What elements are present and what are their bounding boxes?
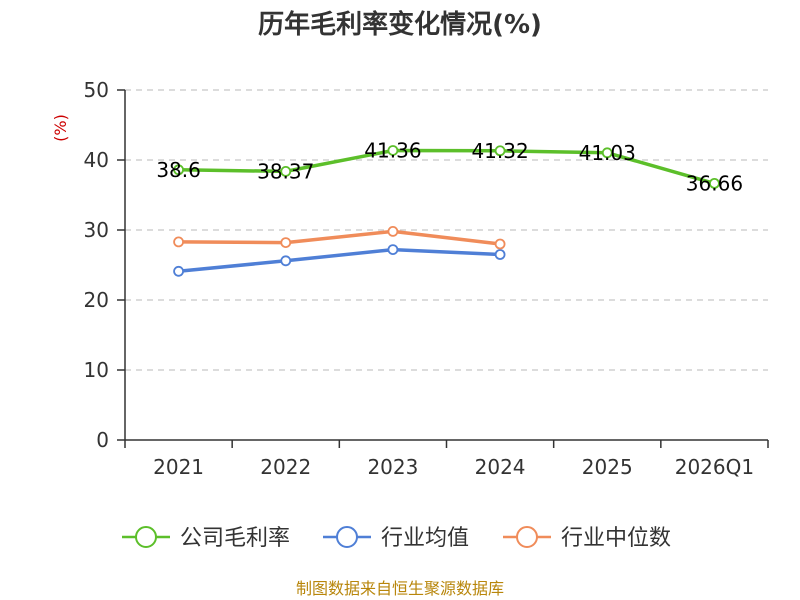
x-tick-label: 2025 bbox=[582, 455, 633, 479]
data-point bbox=[709, 177, 720, 189]
data-labels: 38.6 38.37 41.36 41.32 41.03 36.66 bbox=[156, 138, 743, 195]
data-point bbox=[280, 237, 292, 249]
data-point bbox=[173, 265, 184, 277]
data-point bbox=[173, 236, 184, 248]
y-tick-label: 20 bbox=[84, 288, 109, 312]
data-point bbox=[494, 238, 506, 250]
x-tick-label: 2022 bbox=[260, 455, 311, 479]
y-tick-label: 40 bbox=[84, 148, 109, 172]
chart-title: 历年毛利率变化情况(%) bbox=[258, 9, 542, 40]
y-tick-label: 10 bbox=[84, 358, 109, 382]
data-point bbox=[387, 145, 399, 156]
x-tick-label: 2026Q1 bbox=[675, 455, 754, 479]
source-note: 制图数据来自恒生聚源数据库 bbox=[296, 579, 504, 598]
data-point bbox=[387, 225, 399, 237]
legend: 公司毛利率 行业均值 行业中位数 bbox=[122, 526, 671, 551]
legend-label: 公司毛利率 bbox=[180, 526, 290, 551]
data-point bbox=[173, 164, 184, 176]
y-axis-label: (%) bbox=[51, 114, 70, 142]
data-label: 41.32 bbox=[471, 139, 528, 163]
legend-marker bbox=[516, 526, 538, 548]
data-label: 38.6 bbox=[156, 158, 201, 182]
data-label: 41.36 bbox=[364, 138, 421, 162]
data-point bbox=[601, 147, 613, 159]
data-point bbox=[494, 145, 506, 157]
data-label: 38.37 bbox=[257, 159, 314, 183]
series-line-3 bbox=[176, 229, 502, 246]
x-tick-labels: 2021 2022 2023 2024 2025 2026Q1 bbox=[153, 455, 754, 479]
series-line-1 bbox=[176, 148, 717, 186]
legend-marker bbox=[336, 526, 358, 548]
gridlines bbox=[125, 89, 768, 371]
data-point bbox=[387, 244, 399, 256]
data-point bbox=[494, 249, 506, 260]
series-line-2 bbox=[176, 247, 502, 274]
y-tick-label: 0 bbox=[96, 428, 109, 452]
y-tick-label: 50 bbox=[84, 78, 109, 102]
data-point bbox=[280, 255, 292, 267]
y-tick-labels: 0 10 20 30 40 50 bbox=[84, 78, 109, 452]
series-points bbox=[173, 145, 720, 277]
axes bbox=[117, 89, 769, 448]
data-label: 36.66 bbox=[686, 171, 743, 195]
x-tick-label: 2021 bbox=[153, 455, 204, 479]
legend-label: 行业均值 bbox=[381, 526, 469, 551]
x-tick-label: 2024 bbox=[475, 455, 526, 479]
legend-label: 行业中位数 bbox=[561, 526, 671, 551]
x-tick-label: 2023 bbox=[367, 455, 418, 479]
series-lines bbox=[176, 148, 717, 274]
data-point bbox=[280, 166, 292, 177]
legend-marker bbox=[135, 526, 157, 548]
data-label: 41.03 bbox=[579, 141, 636, 165]
y-tick-label: 30 bbox=[84, 218, 109, 242]
